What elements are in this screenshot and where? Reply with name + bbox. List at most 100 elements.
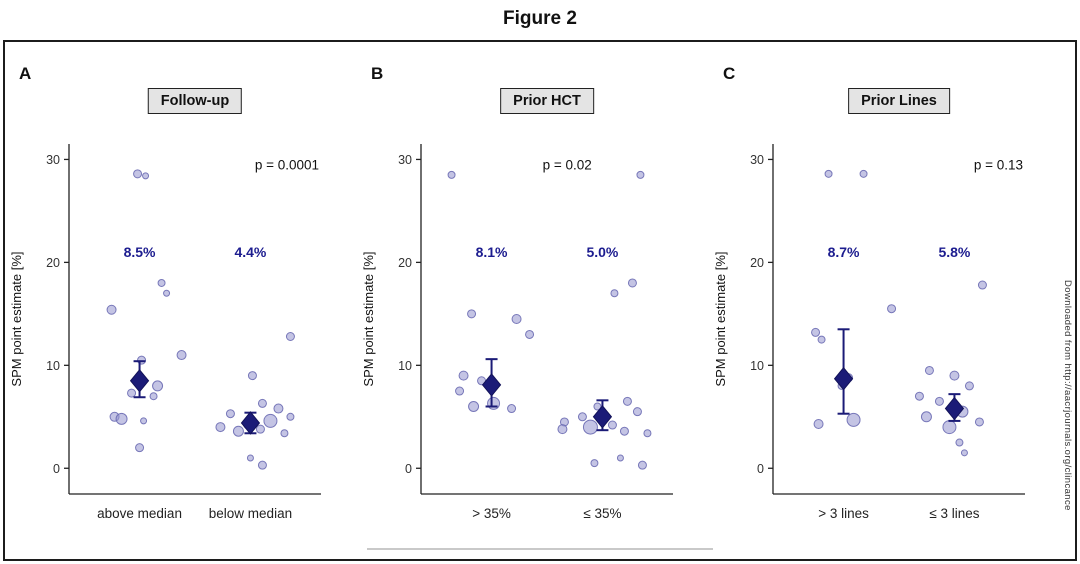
data-point: [593, 402, 602, 411]
data-point: [135, 443, 145, 453]
data-point: [246, 454, 254, 462]
y-tick-label: 10: [750, 359, 764, 373]
panel-c-plot: SPM point estimate [%] 0 10 20 30 p = 0.13 8.7…: [713, 144, 1025, 521]
x-category-label: above median: [97, 506, 182, 521]
data-point: [468, 401, 480, 412]
mean-diamond: [833, 366, 854, 391]
data-point: [115, 412, 128, 425]
mean-diamond: [481, 373, 502, 397]
data-point: [458, 370, 469, 381]
figure-title: Figure 2: [503, 8, 577, 29]
group-mean-label: 5.8%: [938, 244, 970, 260]
group-mean-label: 8.5%: [124, 244, 156, 260]
mean-diamond: [944, 396, 965, 421]
data-point: [817, 335, 826, 344]
y-tick-label: 30: [398, 153, 412, 167]
data-point: [273, 403, 284, 414]
data-point: [557, 424, 568, 435]
y-tick-label: 10: [398, 359, 412, 373]
data-point: [163, 289, 171, 297]
data-point: [859, 169, 868, 178]
data-point: [610, 289, 619, 298]
data-point: [247, 371, 257, 381]
y-axis-label: SPM point estimate [%]: [713, 251, 728, 386]
data-point: [280, 429, 289, 438]
panel-c-letter: C: [723, 64, 736, 83]
panels-row: A Follow-up SPM point estimate [%] 0 10 20 3…: [5, 42, 1075, 559]
data-point: [949, 370, 960, 381]
y-tick-label: 30: [750, 153, 764, 167]
y-tick-label: 0: [757, 462, 764, 476]
data-point: [627, 278, 637, 288]
data-point: [977, 280, 987, 290]
data-point: [924, 365, 934, 375]
y-tick-label: 0: [53, 462, 60, 476]
y-tick-label: 10: [46, 359, 60, 373]
panel-c-title: Prior Lines: [848, 88, 950, 114]
y-tick-label: 20: [46, 256, 60, 270]
data-point: [133, 169, 143, 179]
data-point: [887, 304, 897, 314]
group-mean-label: 5.0%: [586, 244, 618, 260]
data-point: [955, 438, 964, 447]
data-point: [942, 420, 957, 435]
data-point: [232, 425, 244, 437]
data-point: [525, 329, 535, 339]
data-point: [643, 429, 652, 438]
panel-a-plot: SPM point estimate [%] 0 10 20 30 p = 0.0001 8…: [9, 144, 321, 521]
data-point: [974, 417, 984, 427]
data-point: [582, 419, 598, 435]
y-tick-label: 0: [405, 462, 412, 476]
p-value-label: p = 0.13: [974, 158, 1023, 173]
data-point: [637, 460, 647, 470]
panel-b-plot: SPM point estimate [%] 0 10 20 30 p = 0.02 8.1…: [361, 144, 673, 521]
x-category-label: > 35%: [472, 506, 511, 521]
mean-diamond: [129, 368, 150, 393]
data-point: [263, 413, 278, 428]
data-point: [176, 350, 187, 361]
x-category-label: > 3 lines: [818, 506, 869, 521]
data-point: [487, 396, 501, 410]
data-point: [824, 169, 833, 178]
x-category-label: below median: [209, 506, 292, 521]
data-point: [846, 412, 861, 427]
data-point: [157, 278, 166, 287]
group-mean-label: 8.1%: [476, 244, 508, 260]
data-point: [106, 304, 117, 315]
data-point: [286, 412, 295, 421]
data-point: [257, 460, 267, 470]
data-point: [511, 314, 522, 324]
data-point: [934, 396, 944, 406]
data-point: [636, 170, 645, 179]
panel-b: B Prior HCT SPM point estimate [%] 0 10 20 3…: [357, 42, 709, 559]
data-point: [964, 381, 974, 391]
p-value-label: p = 0.0001: [255, 158, 319, 173]
data-point: [960, 449, 968, 457]
group-mean-label: 8.7%: [828, 244, 860, 260]
mean-diamond: [592, 405, 613, 429]
data-point: [257, 398, 267, 408]
y-tick-label: 20: [398, 256, 412, 270]
data-point: [455, 386, 465, 396]
data-point: [920, 411, 932, 423]
y-tick-label: 20: [750, 256, 764, 270]
divider-line: [367, 548, 713, 550]
data-point: [622, 396, 632, 406]
p-value-label: p = 0.02: [543, 158, 592, 173]
data-point: [225, 409, 235, 419]
data-point: [127, 388, 137, 398]
watermark-text: Downloaded from http://aacrjournals.org/…: [1062, 280, 1073, 511]
panel-b-letter: B: [371, 64, 384, 83]
data-point: [149, 392, 158, 401]
data-point: [142, 172, 150, 180]
data-point: [507, 404, 517, 414]
data-point: [914, 391, 924, 401]
data-point: [140, 417, 148, 425]
data-point: [152, 380, 164, 392]
data-point: [632, 407, 642, 417]
figure-box: A Follow-up SPM point estimate [%] 0 10 20 3…: [3, 40, 1077, 561]
data-point: [255, 424, 265, 434]
data-point: [467, 309, 477, 319]
panel-b-title: Prior HCT: [500, 88, 594, 114]
data-point: [215, 422, 226, 433]
